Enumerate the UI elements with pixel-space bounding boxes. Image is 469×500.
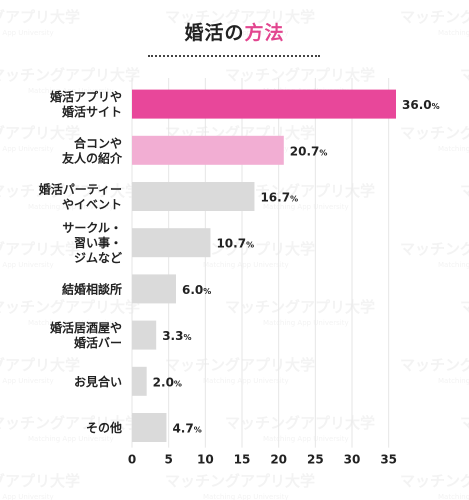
watermark-text: マッチングアプリ大学 <box>165 472 315 490</box>
watermark-text: マッチングアプリ大学 <box>460 182 469 200</box>
value-label: 6.0% <box>182 283 211 297</box>
bar <box>132 182 255 211</box>
x-tick-label: 10 <box>197 453 214 467</box>
watermark-text: マッチングアプリ大学 <box>0 240 80 258</box>
watermark-subtext: Matching App University <box>438 493 469 500</box>
watermark-text: マッチングアプリ大学 <box>400 124 469 142</box>
bar <box>132 135 284 165</box>
watermark-subtext: Matching App University <box>263 319 349 327</box>
watermark-text: マッチングアプリ大学 <box>0 472 80 490</box>
value-label: 16.7% <box>260 191 298 205</box>
category-label: 婚活居酒屋や婚活バー <box>50 320 122 350</box>
watermark-text: マッチングアプリ大学 <box>0 66 140 84</box>
title-underline <box>148 55 320 57</box>
category-label: 合コンや友人の紹介 <box>61 135 123 165</box>
watermark-text: マッチングアプリ大学 <box>225 182 375 200</box>
bar <box>132 228 211 258</box>
watermark-subtext: Matching App University <box>203 493 289 500</box>
watermark-subtext: Matching App University <box>28 435 114 443</box>
watermark-text: マッチングアプリ大学 <box>0 356 80 374</box>
watermark-text: マッチングアプリ大学 <box>400 240 469 258</box>
watermark-subtext: Matching App University <box>0 261 54 269</box>
x-tick-label: 25 <box>307 453 324 467</box>
watermark-subtext: Matching App University <box>263 203 349 211</box>
category-label: 婚活アプリや婚活サイト <box>50 89 122 119</box>
watermark-subtext: Matching App University <box>203 29 289 37</box>
watermark-text: マッチングアプリ大学 <box>0 8 80 26</box>
category-label: 結婚相談所 <box>62 281 122 296</box>
bar <box>132 366 147 396</box>
chart-title-accent: 方法 <box>244 22 285 44</box>
value-label: 2.0% <box>153 375 182 389</box>
chart-title-main: 婚活の <box>184 22 245 44</box>
watermark-text: マッチングアプリ大学 <box>0 298 140 316</box>
watermark-text: マッチングアプリ大学 <box>0 414 140 432</box>
watermark-subtext: Matching App University <box>263 435 349 443</box>
watermark-text: マッチングアプリ大学 <box>460 298 469 316</box>
watermark-text: マッチングアプリ大学 <box>0 124 80 142</box>
watermark-subtext: Matching App University <box>28 203 114 211</box>
watermark-subtext: Matching App University <box>438 261 469 269</box>
x-tick-label: 35 <box>380 453 397 467</box>
watermark-text: マッチングアプリ大学 <box>460 66 469 84</box>
value-label: 36.0% <box>402 98 440 112</box>
bar <box>132 274 176 304</box>
watermark-subtext: Matching App University <box>0 145 54 153</box>
watermark-subtext: Matching App University <box>0 377 54 385</box>
category-label: その他 <box>86 420 122 435</box>
watermark-text: マッチングアプリ大学 <box>165 8 315 26</box>
watermark-text: マッチングアプリ大学 <box>165 356 315 374</box>
x-tick-label: 0 <box>128 453 136 467</box>
value-label: 20.7% <box>290 144 328 158</box>
chart-title: 婚活の方法 <box>0 18 469 45</box>
watermark-text: マッチングアプリ大学 <box>400 8 469 26</box>
watermark-subtext: Matching App University <box>438 377 469 385</box>
watermark-subtext: Matching App University <box>28 319 114 327</box>
watermark-subtext: Matching App University <box>203 261 289 269</box>
category-label: 婚活パーティーやイベント <box>39 182 122 212</box>
watermark-text: マッチングアプリ大学 <box>460 414 469 432</box>
x-tick-label: 20 <box>270 453 287 467</box>
watermark-subtext: Matching App University <box>203 377 289 385</box>
watermark-subtext: Matching App University <box>0 29 54 37</box>
watermark-subtext: Matching App University <box>438 145 469 153</box>
watermark-text: マッチングアプリ大学 <box>225 298 375 316</box>
watermark-text: マッチングアプリ大学 <box>0 182 140 200</box>
value-label: 3.3% <box>162 329 191 343</box>
bar <box>132 413 167 442</box>
x-tick-label: 5 <box>164 453 172 467</box>
watermark-text: マッチングアプリ大学 <box>400 472 469 490</box>
x-tick-label: 15 <box>234 453 251 467</box>
bar <box>132 320 157 350</box>
value-label: 10.7% <box>216 237 254 251</box>
watermark-text: マッチングアプリ大学 <box>225 414 375 432</box>
value-label: 4.7% <box>172 422 201 436</box>
watermark-text: マッチングアプリ大学 <box>225 66 375 84</box>
watermark-text: マッチングアプリ大学 <box>400 356 469 374</box>
bar <box>132 89 396 119</box>
watermark-subtext: Matching App University <box>438 29 469 37</box>
x-tick-label: 30 <box>344 453 361 467</box>
watermark-subtext: Matching App University <box>0 493 54 500</box>
category-label: サークル・習い事・ジムなど <box>62 221 122 265</box>
category-label: お見合い <box>74 374 122 389</box>
watermark-subtext: Matching App University <box>28 87 114 95</box>
